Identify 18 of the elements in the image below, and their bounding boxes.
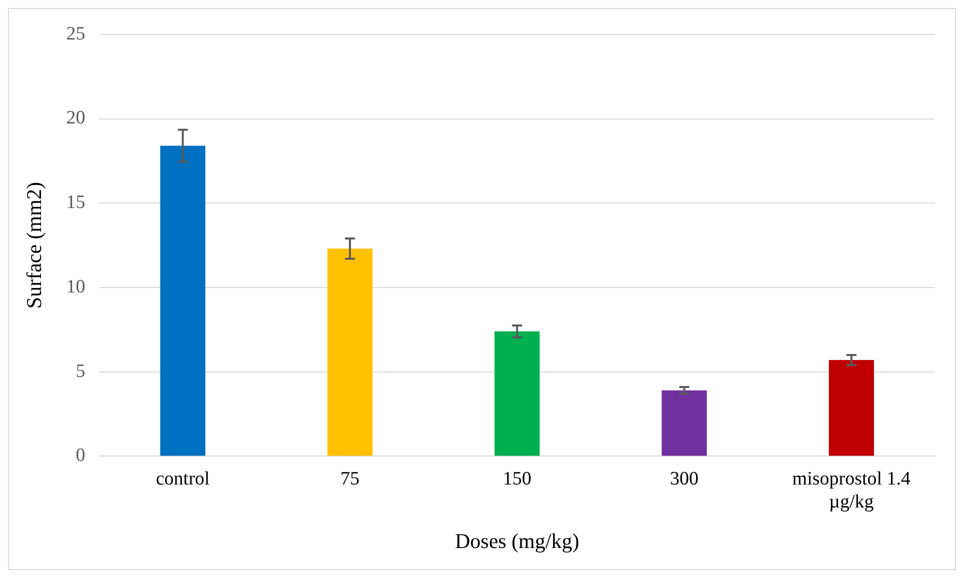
x-tick-label: 150 (502, 468, 532, 490)
y-tick-label: 5 (76, 360, 86, 382)
x-tick-label: 300 (670, 468, 699, 490)
x-tick-label: misoprostol 1.4 µg/kg (792, 468, 912, 512)
x-axis-title: Doses (mg/kg) (454, 528, 580, 553)
bar (327, 248, 373, 456)
bar (494, 331, 540, 456)
bar (828, 360, 874, 456)
y-tick-label: 15 (66, 192, 86, 214)
y-tick-label: 20 (66, 108, 86, 129)
y-axis-title: Surface (mm2) (22, 182, 46, 309)
bar (160, 146, 206, 456)
y-tick-label: 25 (66, 23, 86, 44)
y-tick-label: 0 (76, 445, 86, 466)
x-tick-label: 75 (340, 468, 360, 490)
x-tick-label: control (156, 468, 210, 490)
bar (662, 390, 707, 456)
y-tick-label: 10 (66, 276, 86, 298)
